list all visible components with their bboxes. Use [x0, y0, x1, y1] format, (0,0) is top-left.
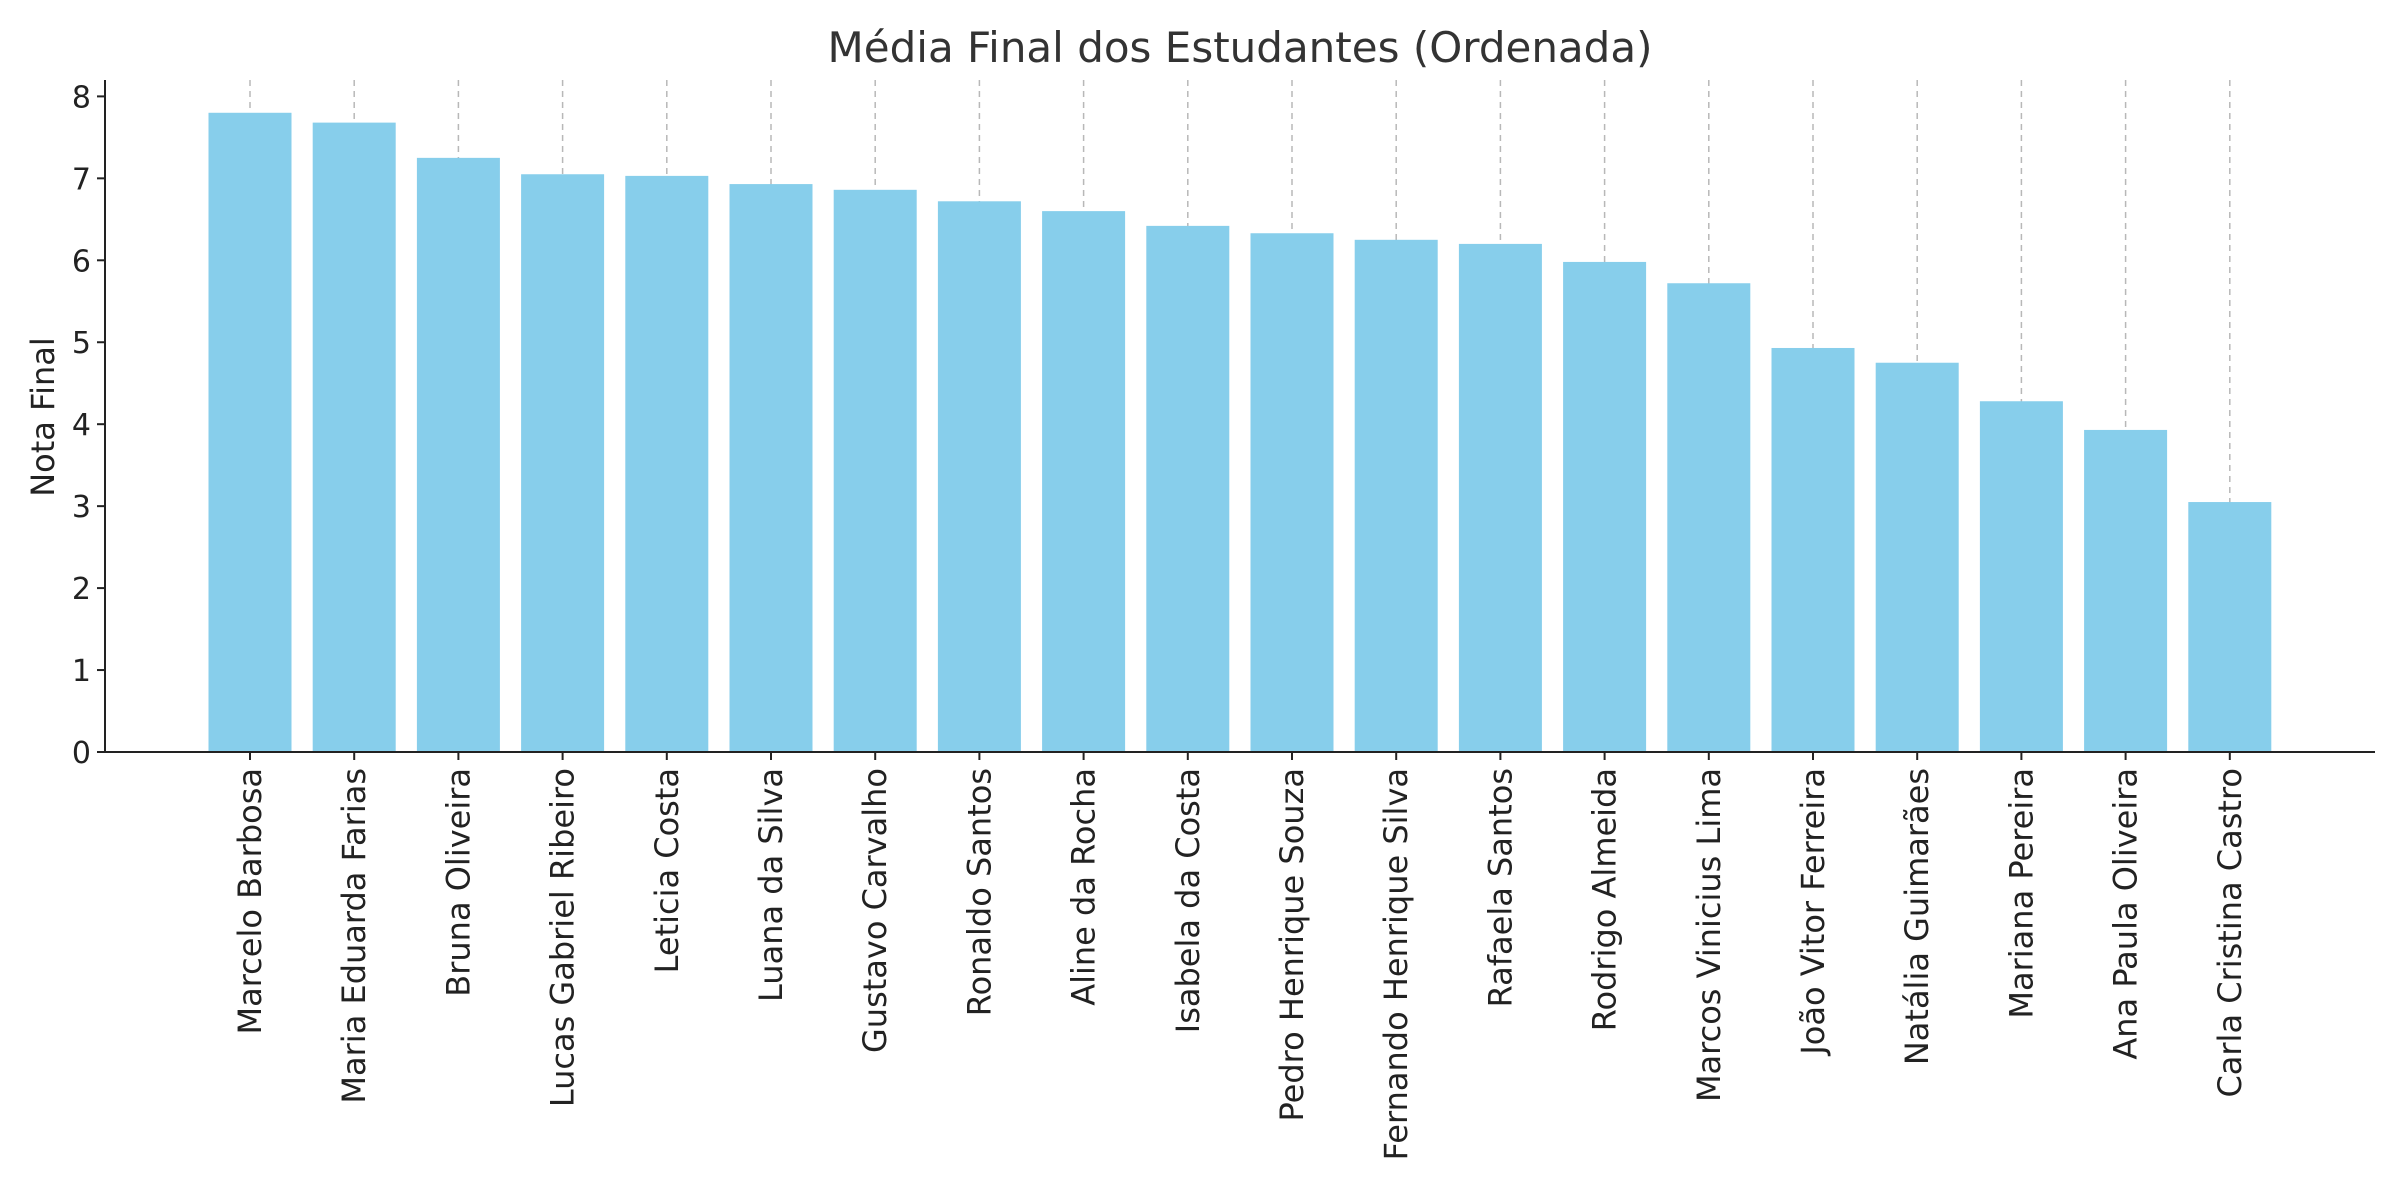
y-tick-label: 7: [72, 162, 91, 197]
bar: [208, 112, 292, 752]
x-tick-label: Luana da Silva: [752, 768, 790, 1002]
x-tick-label: Aline da Rocha: [1065, 768, 1103, 1006]
x-tick-label: Natália Guimarães: [1898, 768, 1936, 1065]
x-tick-label: Ronaldo Santos: [960, 768, 998, 1016]
x-tick-label: Carla Cristina Castro: [2211, 768, 2249, 1098]
bar: [1146, 225, 1230, 752]
bar: [2084, 429, 2168, 752]
bar: [937, 201, 1021, 752]
x-tick-label: Maria Eduarda Farias: [335, 768, 373, 1104]
x-tick-label: Marcelo Barbosa: [231, 768, 269, 1034]
y-tick-label: 6: [72, 244, 91, 279]
x-tick-label: Ana Paula Oliveira: [2107, 768, 2145, 1060]
y-tick-label: 1: [72, 654, 91, 689]
bar: [625, 175, 709, 752]
x-tick-label: Fernando Henrique Silva: [1377, 768, 1415, 1160]
bar: [1771, 347, 1855, 752]
bar: [729, 184, 813, 752]
y-ticks: 0 1 2 3 4 5 6 7 8: [72, 80, 105, 771]
x-tick-label: Leticia Costa: [648, 768, 686, 973]
bar: [1563, 261, 1647, 752]
x-tick-label: Rodrigo Almeida: [1586, 768, 1624, 1031]
bar: [1354, 239, 1438, 752]
bar: [1042, 211, 1126, 752]
axes: [104, 80, 2375, 760]
bar: [1458, 243, 1542, 752]
y-tick-label: 3: [72, 490, 91, 525]
bar: [833, 189, 917, 752]
bar: [2188, 502, 2272, 752]
x-tick-label: Gustavo Carvalho: [856, 768, 894, 1053]
bar: [521, 174, 605, 752]
y-axis-label: Nota Final: [24, 337, 62, 497]
x-tick-label: Lucas Gabriel Ribeiro: [544, 768, 582, 1107]
y-tick-label: 5: [72, 326, 91, 361]
x-tick-label: Rafaela Santos: [1481, 768, 1519, 1007]
x-tick-label: João Vitor Ferreira: [1794, 768, 1832, 1057]
x-tick-label: Bruna Oliveira: [439, 768, 477, 997]
y-tick-label: 4: [72, 408, 91, 443]
bar: [1250, 233, 1334, 752]
y-tick-label: 0: [72, 736, 91, 771]
bar: [416, 157, 500, 753]
x-tick-label: Isabela da Costa: [1169, 768, 1207, 1033]
x-tick-label: Marcos Vinicius Lima: [1690, 768, 1728, 1102]
y-tick-label: 8: [72, 80, 91, 115]
x-tick-labels: Marcelo Barbosa Maria Eduarda Farias Bruna…: [231, 768, 2249, 1160]
x-tick-label: Mariana Pereira: [2002, 768, 2040, 1019]
chart-title: Média Final dos Estudantes (Ordenada): [828, 23, 1653, 72]
bar: [1875, 362, 1959, 752]
bar: [312, 122, 396, 753]
bar: [1667, 283, 1751, 752]
x-tick-label: Pedro Henrique Souza: [1273, 768, 1311, 1121]
y-tick-label: 2: [72, 572, 91, 607]
bars: [208, 112, 2272, 753]
bar: [1979, 401, 2063, 752]
